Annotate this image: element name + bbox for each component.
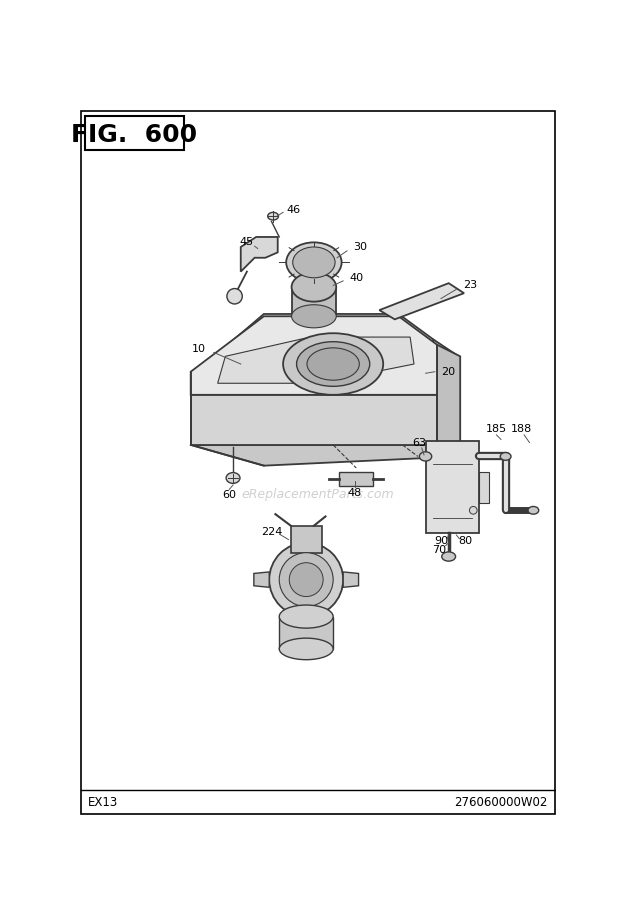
Circle shape (290, 562, 323, 596)
Polygon shape (343, 572, 358, 587)
Text: 80: 80 (459, 536, 472, 546)
Ellipse shape (307, 348, 360, 380)
Polygon shape (241, 237, 278, 272)
Text: 63: 63 (412, 438, 427, 448)
Ellipse shape (500, 453, 511, 460)
Bar (479, 472, 489, 503)
Text: 48: 48 (348, 488, 362, 498)
Ellipse shape (291, 305, 336, 328)
Polygon shape (291, 287, 336, 316)
Text: 30: 30 (353, 242, 367, 252)
Text: EX13: EX13 (88, 796, 118, 810)
Polygon shape (339, 472, 373, 485)
Bar (425, 441, 479, 533)
Text: 10: 10 (192, 344, 205, 354)
Ellipse shape (296, 342, 370, 387)
Text: 60: 60 (222, 490, 236, 500)
Text: 90: 90 (434, 536, 448, 546)
Text: 70: 70 (432, 545, 446, 555)
Polygon shape (218, 337, 414, 383)
Text: 40: 40 (349, 273, 363, 283)
Polygon shape (379, 283, 464, 320)
Polygon shape (196, 314, 433, 401)
Text: 20: 20 (441, 366, 456, 376)
Bar (85, 116, 184, 150)
Text: 185: 185 (486, 424, 507, 434)
Polygon shape (437, 344, 460, 456)
Ellipse shape (226, 473, 240, 484)
Circle shape (269, 542, 343, 616)
Ellipse shape (528, 507, 539, 514)
Ellipse shape (283, 333, 383, 395)
Polygon shape (279, 616, 333, 649)
Polygon shape (191, 316, 437, 395)
Ellipse shape (279, 638, 333, 660)
Polygon shape (433, 340, 456, 456)
Text: 45: 45 (240, 237, 254, 247)
Bar (291, 526, 322, 552)
Polygon shape (254, 572, 269, 587)
Ellipse shape (286, 243, 342, 282)
Text: FIG.  600: FIG. 600 (71, 123, 198, 147)
Polygon shape (191, 395, 437, 445)
Ellipse shape (441, 552, 456, 562)
Text: 188: 188 (511, 424, 533, 434)
Text: eReplacementParts.com: eReplacementParts.com (241, 488, 394, 501)
Text: 224: 224 (261, 527, 282, 537)
Circle shape (227, 289, 242, 304)
Ellipse shape (279, 605, 333, 628)
Ellipse shape (291, 272, 336, 301)
Text: 23: 23 (463, 280, 477, 290)
Polygon shape (196, 401, 433, 441)
Ellipse shape (268, 213, 278, 220)
Text: 276060000W02: 276060000W02 (454, 796, 547, 810)
Circle shape (279, 552, 333, 606)
Text: 46: 46 (286, 205, 300, 215)
Circle shape (469, 507, 477, 514)
Ellipse shape (419, 452, 432, 461)
Polygon shape (191, 445, 460, 465)
Ellipse shape (293, 247, 335, 278)
